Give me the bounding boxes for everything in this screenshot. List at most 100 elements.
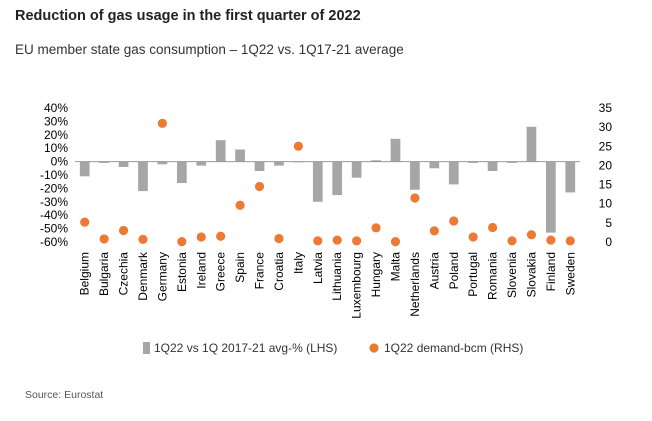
category-label: Latvia (311, 252, 325, 284)
data-point (235, 200, 245, 210)
data-point (196, 232, 206, 242)
bar (312, 161, 323, 202)
data-point (410, 193, 420, 203)
category-label: France (253, 252, 267, 290)
left-axis-tick-label: -50% (40, 222, 68, 236)
data-point (293, 141, 303, 151)
bar (254, 161, 265, 171)
bar (79, 161, 90, 177)
left-axis-tick-label: -40% (40, 208, 68, 222)
chart-title: Reduction of gas usage in the first quar… (15, 8, 361, 24)
category-label: Portugal (466, 252, 480, 297)
bar (215, 140, 226, 162)
left-axis-tick-label: -10% (40, 168, 68, 182)
category-label: Sweden (563, 252, 577, 295)
left-axis-tick-label: 10% (44, 141, 68, 155)
bar (390, 138, 401, 162)
bar (99, 161, 109, 163)
right-axis-tick-label: 30 (599, 120, 613, 134)
left-axis-tick-label: -30% (40, 195, 68, 209)
data-point (546, 235, 556, 245)
category-label: Poland (447, 252, 461, 289)
category-label: Finland (544, 252, 558, 291)
data-point (313, 236, 323, 246)
right-axis-tick-label: 35 (599, 101, 613, 115)
left-axis-tick-label: 0% (51, 155, 69, 169)
bar (157, 161, 168, 165)
left-axis-tick-label: -60% (40, 235, 68, 249)
chart-subtitle: EU member state gas consumption – 1Q22 v… (15, 42, 404, 57)
data-point (429, 226, 439, 236)
bar (526, 126, 537, 162)
category-label: Malta (388, 252, 402, 282)
category-label: Slovakia (524, 252, 538, 298)
category-label: Denmark (136, 251, 150, 301)
data-point (371, 223, 381, 233)
category-label: Italy (291, 252, 305, 274)
category-label: Estonia (175, 252, 189, 292)
bar (448, 161, 459, 185)
legend-label-dot: 1Q22 demand-bcm (RHS) (384, 341, 523, 355)
bar (429, 161, 440, 169)
category-label: Belgium (78, 252, 92, 295)
bar (410, 161, 420, 190)
data-point (216, 231, 226, 241)
data-point (254, 181, 265, 192)
right-axis-tick-label: 15 (599, 178, 613, 192)
bar (332, 161, 343, 196)
data-point (487, 222, 498, 233)
category-label: Hungary (369, 252, 383, 297)
data-point (157, 118, 168, 128)
source-note: Source: Eurostat (25, 389, 104, 401)
category-label: Romania (486, 252, 500, 300)
category-label: Greece (214, 252, 228, 292)
bar (351, 161, 362, 178)
left-axis-tick-label: -20% (40, 181, 68, 195)
data-point (138, 234, 148, 244)
bar (235, 149, 245, 162)
legend-bar-swatch (143, 342, 150, 354)
bar (487, 161, 498, 171)
legend-label-bar: 1Q22 vs 1Q 2017-21 avg-% (LHS) (154, 341, 337, 355)
data-point (468, 232, 478, 242)
category-label: Bulgaria (97, 252, 111, 296)
bar (565, 161, 576, 193)
left-axis-tick-label: 30% (44, 114, 68, 128)
left-axis-tick-label: 20% (44, 128, 68, 142)
bar (274, 161, 284, 166)
right-axis-tick-label: 20 (599, 158, 613, 172)
data-point (526, 230, 537, 240)
category-label: Luxembourg (350, 252, 364, 319)
data-point (177, 237, 187, 247)
category-label: Croatia (272, 252, 286, 291)
data-point (352, 236, 362, 246)
right-axis-tick-label: 10 (599, 197, 613, 211)
legend-dot-swatch (369, 343, 379, 353)
data-point (332, 235, 342, 245)
data-point (390, 237, 401, 247)
right-axis-tick-label: 5 (605, 216, 612, 230)
category-label: Spain (233, 252, 247, 283)
category-label: Slovenia (505, 252, 519, 298)
bar (176, 161, 187, 184)
category-label: Ireland (194, 252, 208, 289)
category-label: Germany (155, 252, 169, 301)
category-label: Czechia (117, 252, 131, 296)
bar (196, 161, 207, 166)
category-label: Austria (427, 252, 441, 290)
category-label: Lithuania (330, 252, 344, 301)
data-point (274, 233, 284, 244)
data-point (80, 217, 90, 227)
bar (138, 161, 148, 192)
data-point (449, 216, 459, 226)
bar (507, 161, 517, 163)
right-axis-tick-label: 0 (605, 235, 612, 249)
left-axis-tick-label: 40% (44, 101, 68, 115)
data-point (507, 236, 517, 246)
data-point (118, 225, 129, 236)
data-point (565, 236, 575, 246)
bar (118, 161, 129, 167)
category-label: Netherlands (408, 252, 422, 317)
bar (371, 160, 381, 162)
bar (546, 161, 556, 233)
